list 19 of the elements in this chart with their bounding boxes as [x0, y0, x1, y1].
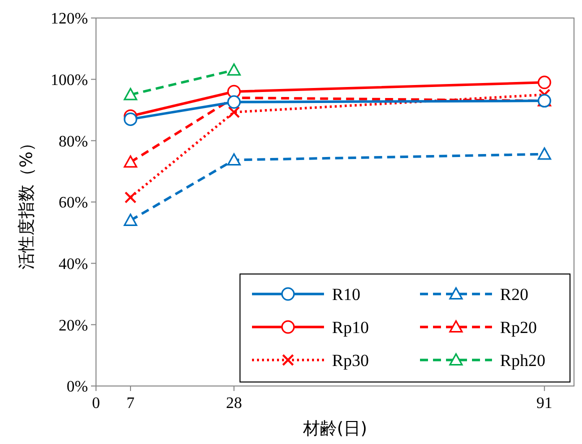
x-tick-label: 0 — [92, 395, 100, 412]
y-tick-label: 120% — [50, 10, 88, 28]
y-tick-label: 0% — [66, 378, 88, 396]
legend-label: Rp20 — [500, 318, 537, 337]
x-tick-label: 91 — [536, 395, 552, 412]
legend-label: R20 — [500, 284, 528, 304]
legend-label: Rp10 — [332, 318, 369, 337]
y-tick-label: 20% — [58, 317, 88, 334]
y-tick-label: 40% — [58, 256, 88, 273]
legend-label: R10 — [332, 284, 360, 304]
legend-label: Rph20 — [500, 350, 546, 370]
legend-label: Rp30 — [332, 350, 369, 370]
y-tick-label: 80% — [58, 133, 88, 150]
y-axis-title: 活性度指数（%） — [17, 134, 37, 270]
y-tick-label: 60% — [58, 194, 88, 212]
x-tick-label: 28 — [226, 395, 242, 412]
x-axis-title: 材齢(日) — [302, 419, 368, 439]
x-tick-label: 7 — [126, 395, 134, 412]
y-tick-label: 100% — [50, 72, 88, 89]
